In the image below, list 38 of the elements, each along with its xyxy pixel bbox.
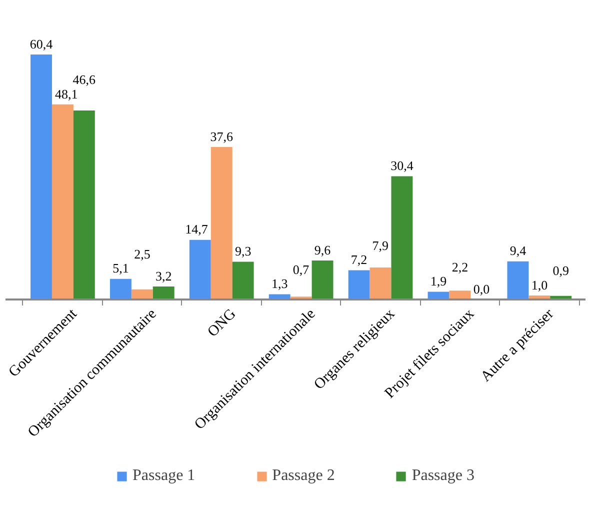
- bar: [189, 240, 211, 300]
- bar: [391, 176, 413, 300]
- bar: [30, 54, 52, 300]
- data-label: 2,5: [134, 246, 150, 262]
- bar: [507, 261, 529, 300]
- data-label: 5,1: [112, 260, 129, 276]
- data-label: 1,3: [271, 276, 288, 292]
- data-label: 0,0: [473, 281, 490, 296]
- data-label: 2,2: [452, 259, 468, 274]
- bar: [110, 278, 132, 300]
- data-label: 37,6: [210, 128, 234, 144]
- data-label: 7,2: [350, 252, 368, 268]
- legend-label: Passage 2: [272, 467, 335, 485]
- legend-label: Passage 3: [412, 467, 474, 485]
- bar: [52, 104, 74, 300]
- bar: [210, 146, 232, 300]
- bar: [152, 286, 174, 300]
- bar: [73, 110, 95, 300]
- data-label: 7,9: [372, 238, 389, 253]
- bar: [232, 262, 254, 300]
- data-label: 60,4: [30, 36, 54, 52]
- data-label: 30,4: [390, 158, 414, 174]
- data-label: 1,9: [430, 274, 447, 289]
- bar: [348, 270, 370, 300]
- legend-label: Passage 1: [132, 467, 196, 485]
- data-label: 3,2: [155, 268, 172, 284]
- bar: [449, 290, 471, 300]
- data-label: 9,6: [314, 242, 332, 258]
- bar: [312, 260, 334, 300]
- data-label: 9,3: [235, 244, 252, 259]
- bar: [370, 267, 392, 300]
- data-label: 14,7: [185, 222, 208, 237]
- data-label: 1,0: [531, 277, 548, 292]
- data-label: 9,4: [510, 243, 527, 258]
- data-label: 0,7: [292, 262, 310, 277]
- data-label: 0,9: [552, 263, 569, 278]
- data-label: 46,6: [72, 72, 96, 87]
- data-label: 48,1: [55, 86, 78, 102]
